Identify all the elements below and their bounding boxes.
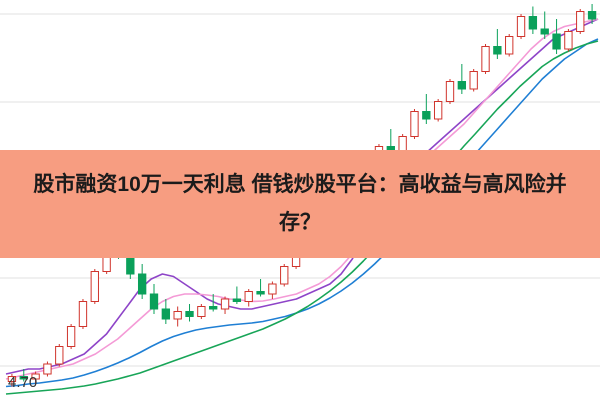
y-axis-min-label: 4.70 [8,374,38,391]
moving-average-lines [5,18,599,395]
headline-text: 股市融资10万一天利息 借钱炒股平台：高收益与高风险并存？ [33,173,567,234]
headline-overlay-band: 股市融资10万一天利息 借钱炒股平台：高收益与高风险并存？ [0,150,600,258]
candlestick-series [7,4,597,387]
